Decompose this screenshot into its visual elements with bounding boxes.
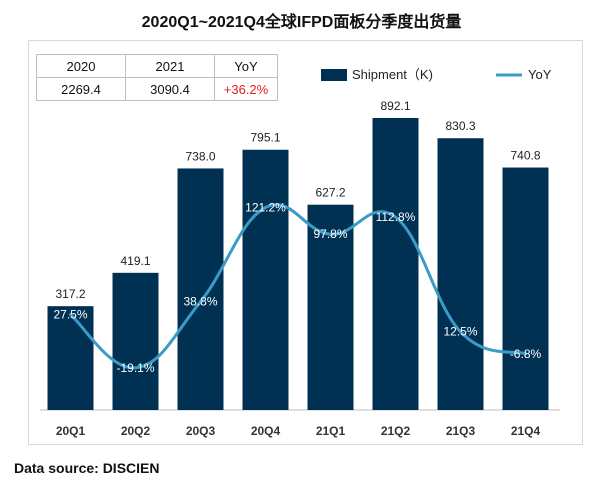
x-tick-label-20Q1: 20Q1 <box>56 424 86 438</box>
data-source: Data source: DISCIEN <box>14 460 160 476</box>
bar-value-label-20Q2: 419.1 <box>120 254 150 268</box>
summary-value-yoy: +36.2% <box>214 77 278 101</box>
yoy-point-label-20Q4: 121.2% <box>245 200 286 214</box>
chart-title: 2020Q1~2021Q4全球IFPD面板分季度出货量 <box>141 14 462 31</box>
bar-value-label-21Q4: 740.8 <box>510 149 540 163</box>
bar-value-label-20Q3: 738.0 <box>185 149 215 163</box>
summary-header-2020: 2020 <box>36 54 126 78</box>
bar-value-label-21Q2: 892.1 <box>380 99 410 113</box>
bar-20Q1 <box>47 306 94 410</box>
bar-20Q4 <box>242 149 289 410</box>
yoy-point-label-21Q1: 97.8% <box>313 227 347 241</box>
bar-value-label-20Q4: 795.1 <box>250 131 280 145</box>
bar-value-label-21Q1: 627.2 <box>315 186 345 200</box>
legend-shipment-swatch <box>321 69 347 81</box>
summary-value-2021: 3090.4 <box>125 77 215 101</box>
summary-header-yoy: YoY <box>214 54 278 78</box>
x-tick-label-20Q4: 20Q4 <box>251 424 281 438</box>
summary-header-row: 2020 2021 YoY <box>36 54 278 78</box>
yoy-line <box>69 203 527 370</box>
yoy-point-label-20Q2: -19.1% <box>116 361 154 375</box>
bar-21Q1 <box>307 204 354 410</box>
yoy-point-label-21Q2: 112.8% <box>376 210 416 224</box>
bar-20Q3 <box>177 168 224 410</box>
x-tick-label-20Q2: 20Q2 <box>121 424 151 438</box>
summary-table: 2020 2021 YoY 2269.4 3090.4 +36.2% <box>36 54 278 101</box>
x-tick-label-21Q2: 21Q2 <box>381 424 411 438</box>
summary-value-row: 2269.4 3090.4 +36.2% <box>36 77 278 101</box>
summary-header-2021: 2021 <box>125 54 215 78</box>
x-tick-label-20Q3: 20Q3 <box>186 424 216 438</box>
bar-21Q4 <box>502 167 549 410</box>
legend-shipment-label: Shipment（K) <box>352 67 433 82</box>
bar-20Q2 <box>112 272 159 410</box>
yoy-point-label-20Q1: 27.5% <box>53 308 87 322</box>
chart-frame <box>28 40 583 445</box>
bar-value-label-20Q1: 317.2 <box>55 287 85 301</box>
yoy-point-label-21Q3: 12.5% <box>443 325 477 339</box>
x-tick-label-21Q3: 21Q3 <box>446 424 476 438</box>
bar-21Q3 <box>437 138 484 411</box>
bar-value-label-21Q3: 830.3 <box>445 119 475 133</box>
yoy-point-label-20Q3: 38.8% <box>183 295 217 309</box>
bar-21Q2 <box>372 118 419 410</box>
legend-yoy-label: YoY <box>528 67 552 82</box>
x-tick-label-21Q1: 21Q1 <box>316 424 346 438</box>
summary-value-2020: 2269.4 <box>36 77 126 101</box>
yoy-point-label-21Q4: -6.8% <box>510 347 542 361</box>
x-tick-label-21Q4: 21Q4 <box>511 424 541 438</box>
